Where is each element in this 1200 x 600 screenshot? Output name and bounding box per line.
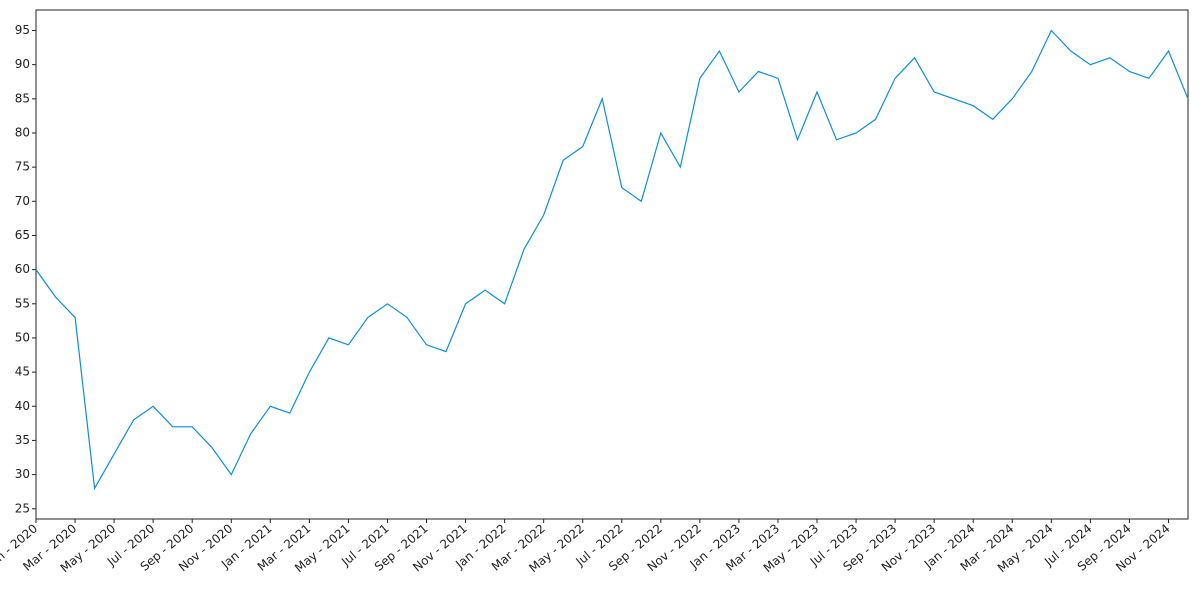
y-tick-label: 65: [15, 228, 30, 242]
y-tick-label: 70: [15, 194, 30, 208]
y-tick-label: 90: [15, 57, 30, 71]
y-tick-label: 95: [15, 23, 30, 37]
y-tick-label: 80: [15, 125, 30, 139]
y-tick-label: 75: [15, 160, 30, 174]
y-tick-label: 50: [15, 330, 30, 344]
y-tick-label: 60: [15, 262, 30, 276]
y-tick-label: 35: [15, 433, 30, 447]
data-line: [35, 29, 1189, 491]
y-tick-label: 55: [15, 296, 30, 310]
y-tick-label: 30: [15, 467, 30, 481]
y-tick-label: 85: [15, 91, 30, 105]
y-tick-label: 45: [15, 365, 30, 379]
plot-frame: [35, 9, 1189, 520]
y-tick-label: 25: [15, 501, 30, 515]
y-tick-label: 40: [15, 399, 30, 413]
